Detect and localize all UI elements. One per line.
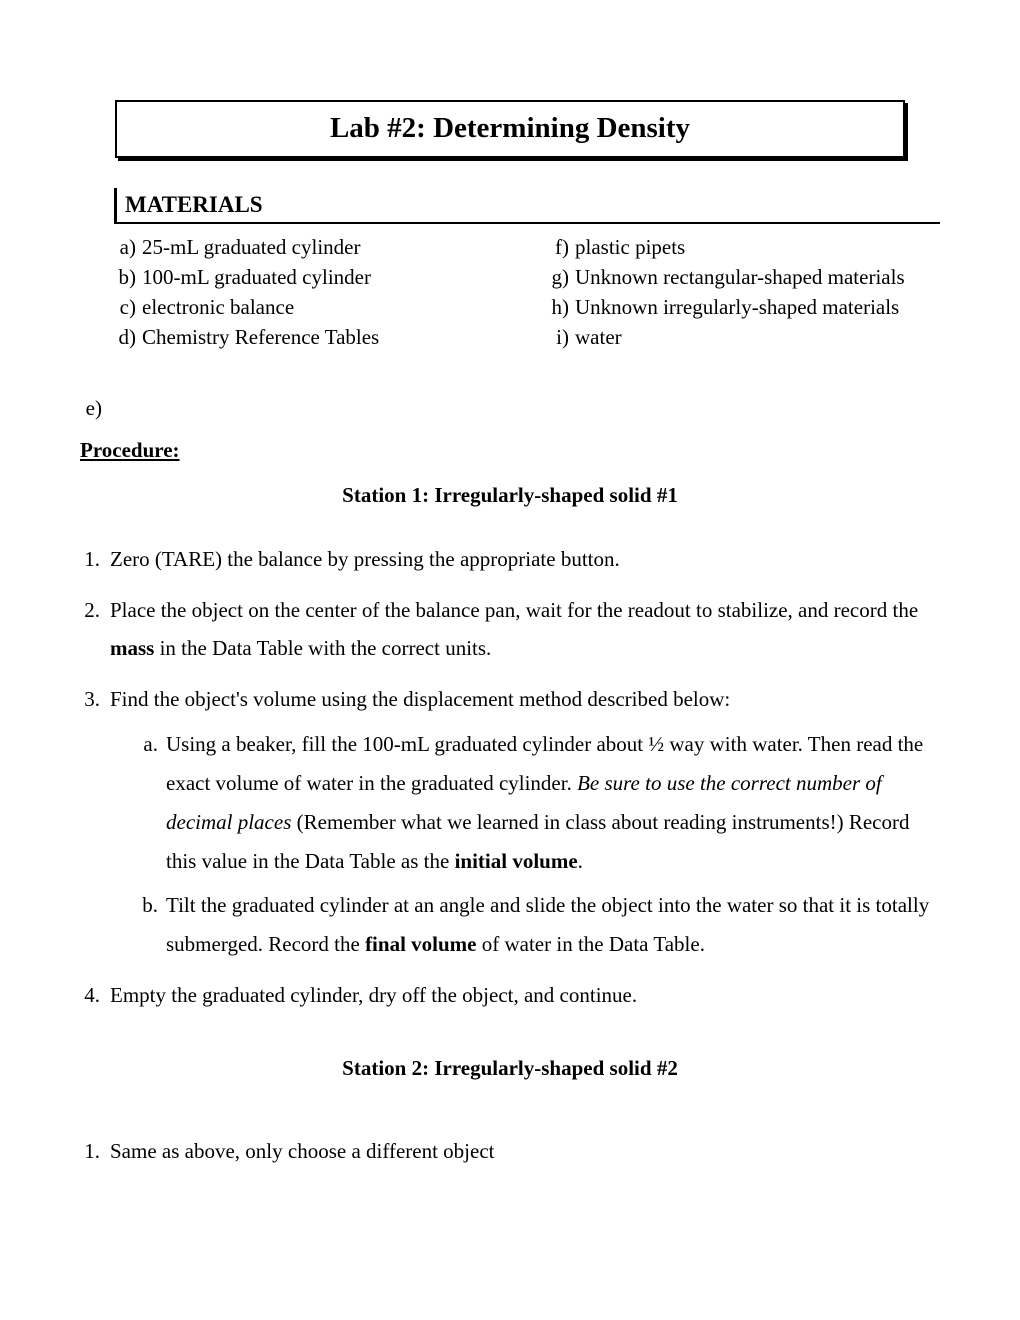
materials-right-column: f) plastic pipets g) Unknown rectangular… <box>527 234 940 355</box>
procedure-step: 2. Place the object on the center of the… <box>80 591 940 669</box>
material-label: b) <box>114 264 142 291</box>
material-item: c) electronic balance <box>114 294 507 321</box>
step-text-main: Find the object's volume using the displ… <box>110 687 730 711</box>
step-text-post: in the Data Table with the correct units… <box>154 636 491 660</box>
material-text: Chemistry Reference Tables <box>142 324 507 351</box>
material-text: 100-mL graduated cylinder <box>142 264 507 291</box>
procedure-step: 4. Empty the graduated cylinder, dry off… <box>80 976 940 1015</box>
material-item: i) water <box>547 324 940 351</box>
procedure-substep: b. Tilt the graduated cylinder at an ang… <box>140 886 940 964</box>
materials-heading: MATERIALS <box>114 188 940 224</box>
material-label: e) <box>80 395 108 422</box>
step-text-pre: Place the object on the center of the ba… <box>110 598 918 622</box>
procedure-substep: a. Using a beaker, fill the 100-mL gradu… <box>140 725 940 880</box>
station2-heading: Station 2: Irregularly-shaped solid #2 <box>80 1055 940 1082</box>
material-label: a) <box>114 234 142 261</box>
material-text: Unknown rectangular-shaped materials <box>575 264 940 291</box>
substep-post: of water in the Data Table. <box>476 932 704 956</box>
substep-text: Tilt the graduated cylinder at an angle … <box>166 886 940 964</box>
material-label: h) <box>547 294 575 321</box>
material-item: a) 25-mL graduated cylinder <box>114 234 507 261</box>
material-text: electronic balance <box>142 294 507 321</box>
station1-heading: Station 1: Irregularly-shaped solid #1 <box>80 482 940 509</box>
material-text: 25-mL graduated cylinder <box>142 234 507 261</box>
procedure-step: 3. Find the object's volume using the di… <box>80 680 940 964</box>
lab-title: Lab #2: Determining Density <box>137 110 883 148</box>
step-number: 2. <box>80 591 110 669</box>
material-label: d) <box>114 324 142 351</box>
substep-text: Using a beaker, fill the 100-mL graduate… <box>166 725 940 880</box>
material-item: h) Unknown irregularly-shaped materials <box>547 294 940 321</box>
material-text: Unknown irregularly-shaped materials <box>575 294 940 321</box>
procedure-step: 1. Zero (TARE) the balance by pressing t… <box>80 540 940 579</box>
materials-left-column: a) 25-mL graduated cylinder b) 100-mL gr… <box>114 234 527 355</box>
material-text: plastic pipets <box>575 234 940 261</box>
substep-label: a. <box>140 725 166 880</box>
step-text: Place the object on the center of the ba… <box>110 591 940 669</box>
step-text: Zero (TARE) the balance by pressing the … <box>110 540 940 579</box>
step-number: 1. <box>80 1132 110 1171</box>
material-text: water <box>575 324 940 351</box>
title-box: Lab #2: Determining Density <box>115 100 905 158</box>
materials-list: a) 25-mL graduated cylinder b) 100-mL gr… <box>114 234 940 355</box>
material-item: d) Chemistry Reference Tables <box>114 324 507 351</box>
material-label: i) <box>547 324 575 351</box>
substep-bold: final volume <box>365 932 476 956</box>
substep-bold: initial volume <box>455 849 578 873</box>
step-text: Find the object's volume using the displ… <box>110 680 940 964</box>
step-number: 3. <box>80 680 110 964</box>
material-text <box>108 395 940 422</box>
material-item: f) plastic pipets <box>547 234 940 261</box>
step-text: Same as above, only choose a different o… <box>110 1132 940 1171</box>
step-text-bold: mass <box>110 636 154 660</box>
material-label: c) <box>114 294 142 321</box>
material-label: g) <box>547 264 575 291</box>
step-number: 4. <box>80 976 110 1015</box>
material-label: f) <box>547 234 575 261</box>
substep-label: b. <box>140 886 166 964</box>
substep-post: . <box>578 849 583 873</box>
step-number: 1. <box>80 540 110 579</box>
procedure-step: 1. Same as above, only choose a differen… <box>80 1132 940 1171</box>
material-item-orphan: e) <box>80 395 940 422</box>
procedure-heading: Procedure: <box>80 437 940 464</box>
material-item: b) 100-mL graduated cylinder <box>114 264 507 291</box>
material-item: g) Unknown rectangular-shaped materials <box>547 264 940 291</box>
step-text: Empty the graduated cylinder, dry off th… <box>110 976 940 1015</box>
